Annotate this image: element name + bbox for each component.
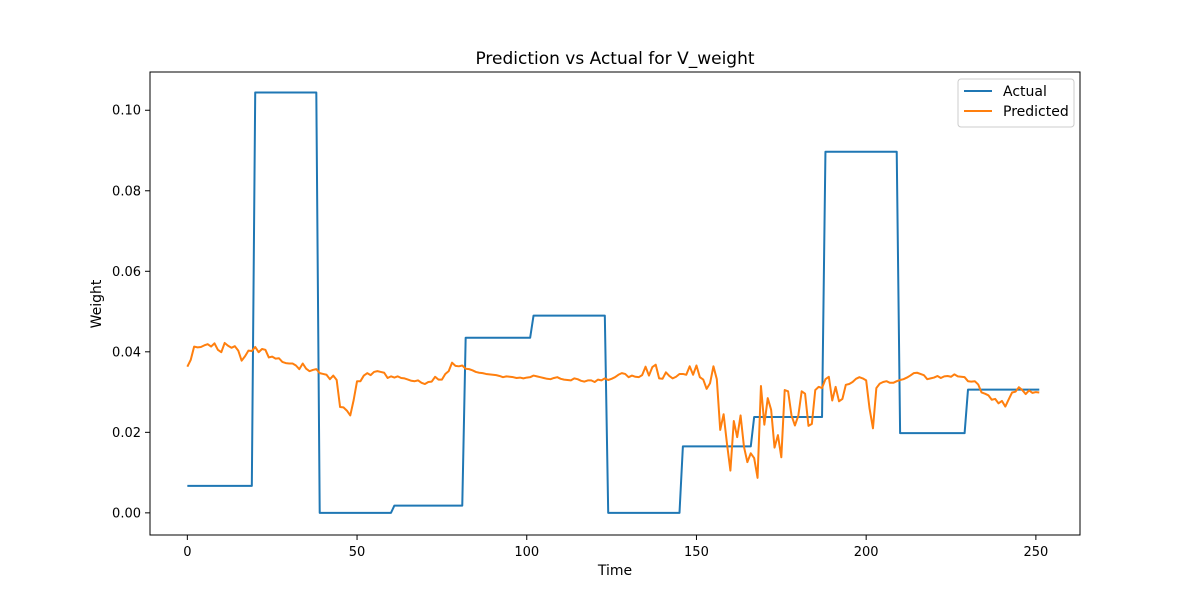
chart-title: Prediction vs Actual for V_weight [475, 49, 754, 69]
x-tick-label: 250 [1023, 545, 1048, 560]
y-tick-label: 0.08 [112, 184, 141, 199]
legend: Actual Predicted [957, 78, 1075, 128]
series-layer [186, 91, 1040, 514]
x-axis: 0 50 100 150 200 250 [183, 535, 1048, 560]
x-tick-label: 100 [514, 545, 539, 560]
y-tick-label: 0.06 [112, 265, 141, 280]
x-axis-label: Time [597, 563, 632, 579]
series-line-predicted [186, 341, 1040, 479]
x-tick-label: 200 [854, 545, 879, 560]
plot-frame [149, 71, 1081, 536]
legend-label-predicted: Predicted [1003, 104, 1069, 120]
y-axis-label: Weight [89, 279, 105, 328]
y-tick-label: 0.04 [112, 345, 141, 360]
x-tick-label: 50 [349, 545, 366, 560]
legend-label-actual: Actual [1003, 84, 1047, 100]
y-tick-label: 0.10 [112, 104, 141, 119]
y-axis: 0.00 0.02 0.04 0.06 0.08 0.10 [112, 104, 150, 521]
x-tick-label: 150 [684, 545, 709, 560]
y-tick-label: 0.02 [112, 426, 141, 441]
series-line-actual [187, 91, 1040, 514]
x-tick-label: 0 [183, 545, 191, 560]
y-tick-label: 0.00 [112, 506, 141, 521]
